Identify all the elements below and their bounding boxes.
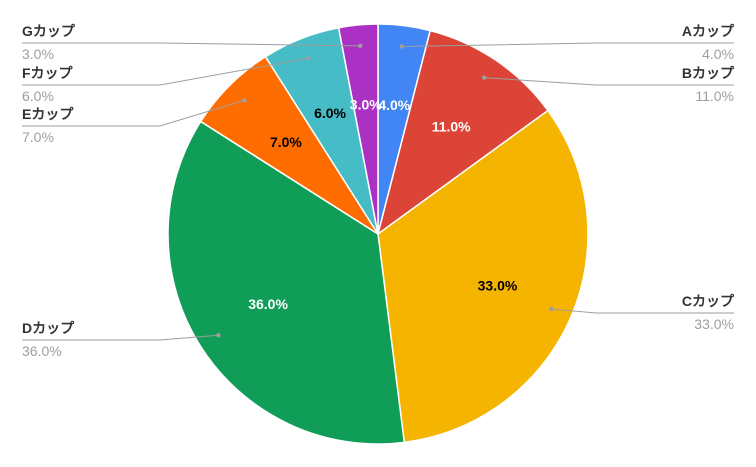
pie-slice-c-cup[interactable] [377,109,589,444]
pie-slice-labels: 4.0% 11.0% 33.0% 36.0% 7.0% 6.0%3.0% [248,96,518,311]
pie-slice-d-cup[interactable] [167,120,406,445]
pie-slice-label-e-cup: 7.0% [270,134,302,150]
pie-slice-label-a-cup: 4.0% [378,97,410,113]
callout-line-d-cup [22,334,219,341]
callout-name-e-cup: Eカップ [22,106,74,122]
callout-line-b-cup [484,77,734,86]
callout-dot-c-cup [549,306,554,312]
callout-line-e-cup [22,99,245,127]
callout-pct-c-cup: 33.0% [694,316,734,332]
callout-line-f-cup [22,57,309,86]
callout-line-g-cup [22,42,361,47]
pie-slice-g-cup[interactable] [337,23,379,235]
pie-slice-label-c-cup: 33.0% [478,278,518,294]
callout-pct-b-cup: 11.0% [695,88,734,104]
callout-line-a-cup [401,42,734,47]
callout-pct-e-cup: 7.0% [22,129,54,145]
callout-pct-d-cup: 36.0% [22,343,62,359]
pie-slice-label-d-cup: 36.0% [248,296,288,312]
callout-name-c-cup: Cカップ [682,293,735,309]
pie-slice-label-g-cup: 3.0% [350,96,382,112]
callout-line-c-cup [551,308,734,314]
callout-pct-g-cup: 3.0% [22,46,54,62]
callout-name-b-cup: Bカップ [682,65,735,81]
callout-dot-d-cup [216,333,221,338]
callout-pct-f-cup: 6.0% [22,88,54,104]
callout-name-a-cup: Aカップ [682,23,735,39]
pie-slice-label-f-cup: 6.0% [314,105,346,121]
callout-name-g-cup: Gカップ [22,23,76,39]
pie-callouts: Aカップ 4.0% Bカップ 11.0% Cカップ 33.0% Dカップ 36.0% Eカップ 7… [22,23,735,359]
pie-slice-b-cup[interactable] [376,29,549,236]
callout-pct-a-cup: 4.0% [702,46,734,62]
pie-wedges [167,23,589,445]
callout-name-d-cup: Dカップ [22,320,75,336]
pie-slice-label-b-cup: 11.0% [432,118,471,134]
callout-name-f-cup: Fカップ [22,65,74,81]
